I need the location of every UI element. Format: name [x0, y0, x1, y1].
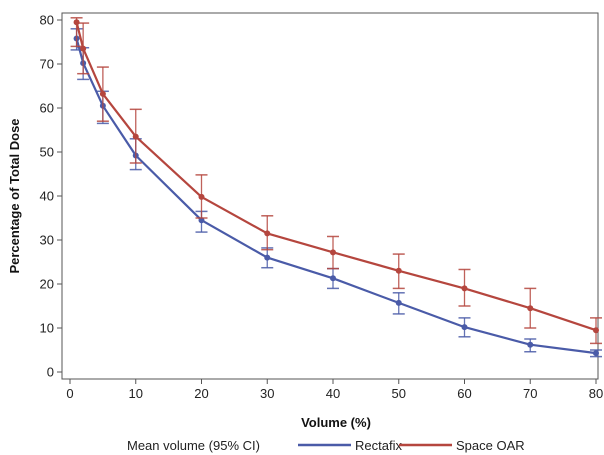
- y-tick-label: 50: [40, 145, 54, 160]
- legend-title: Mean volume (95% CI): [127, 438, 260, 453]
- data-point-rectafix: [395, 299, 402, 306]
- data-point-rectafix: [593, 350, 599, 357]
- data-point-rectafix: [461, 324, 468, 331]
- y-axis-title: Percentage of Total Dose: [7, 118, 22, 273]
- y-tick-label: 70: [40, 57, 54, 72]
- data-point-space-oar: [395, 267, 402, 274]
- x-tick-label: 80: [589, 386, 603, 401]
- data-point-space-oar: [264, 230, 271, 237]
- y-tick-label: 80: [40, 13, 54, 28]
- data-point-space-oar: [330, 249, 336, 256]
- plot-frame: [61, 12, 599, 380]
- x-axis-title: Volume (%): [301, 415, 371, 430]
- y-tick-label: 0: [47, 365, 54, 380]
- x-tick-label: 40: [326, 386, 340, 401]
- series-line-rectafix: [75, 38, 597, 355]
- series-line-space-oar: [75, 21, 597, 332]
- y-tick-label: 60: [40, 101, 54, 116]
- legend-label-rectafix: Rectafix: [355, 438, 402, 453]
- x-tick-label: 50: [392, 386, 406, 401]
- legend-label-space-oar: Space OAR: [456, 438, 525, 453]
- y-tick-label: 10: [40, 321, 54, 336]
- data-point-rectafix: [330, 275, 336, 282]
- data-point-space-oar: [461, 285, 468, 292]
- x-tick-label: 0: [66, 386, 73, 401]
- data-point-space-oar: [593, 327, 599, 334]
- x-tick-label: 20: [194, 386, 208, 401]
- y-tick-label: 40: [40, 189, 54, 204]
- x-tick-label: 30: [260, 386, 274, 401]
- data-point-space-oar: [132, 133, 139, 140]
- x-tick-label: 70: [523, 386, 537, 401]
- data-point-space-oar: [198, 193, 205, 200]
- data-point-space-oar: [527, 305, 534, 312]
- data-point-rectafix: [264, 254, 271, 261]
- data-point-space-oar: [73, 19, 80, 26]
- data-point-rectafix: [527, 341, 534, 348]
- data-point-space-oar: [99, 90, 106, 97]
- x-tick-label: 60: [457, 386, 471, 401]
- y-tick-label: 30: [40, 233, 54, 248]
- y-tick-label: 20: [40, 277, 54, 292]
- data-point-space-oar: [80, 45, 87, 52]
- x-tick-label: 10: [129, 386, 143, 401]
